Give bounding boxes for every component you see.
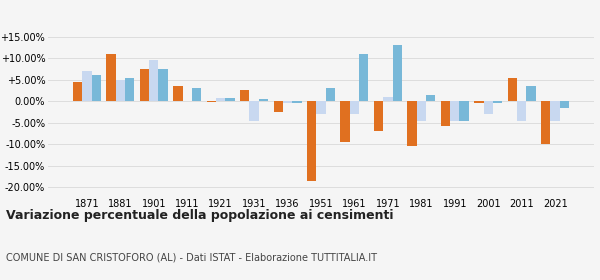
Bar bbox=[274, 101, 283, 112]
Bar bbox=[283, 101, 292, 103]
Bar bbox=[106, 54, 116, 101]
Bar bbox=[292, 101, 302, 103]
Bar bbox=[526, 86, 536, 101]
Bar bbox=[450, 101, 460, 121]
Bar bbox=[250, 101, 259, 121]
Bar bbox=[426, 95, 436, 101]
Bar bbox=[493, 101, 502, 103]
Bar bbox=[484, 101, 493, 114]
Bar bbox=[116, 80, 125, 101]
Bar bbox=[125, 78, 134, 101]
Bar bbox=[508, 78, 517, 101]
Bar bbox=[517, 101, 526, 121]
Bar bbox=[460, 101, 469, 121]
Bar bbox=[550, 101, 560, 121]
Bar bbox=[441, 101, 450, 126]
Bar bbox=[359, 54, 368, 101]
Bar bbox=[407, 101, 416, 146]
Bar bbox=[541, 101, 550, 144]
Bar bbox=[216, 98, 226, 101]
Text: Variazione percentuale della popolazione ai censimenti: Variazione percentuale della popolazione… bbox=[6, 209, 394, 221]
Bar bbox=[73, 82, 82, 101]
Bar bbox=[82, 71, 92, 101]
Text: COMUNE DI SAN CRISTOFORO (AL) - Dati ISTAT - Elaborazione TUTTITALIA.IT: COMUNE DI SAN CRISTOFORO (AL) - Dati IST… bbox=[6, 252, 377, 262]
Bar bbox=[383, 97, 392, 101]
Bar bbox=[374, 101, 383, 131]
Bar bbox=[326, 88, 335, 101]
Bar bbox=[350, 101, 359, 114]
Bar bbox=[416, 101, 426, 121]
Bar bbox=[206, 101, 216, 102]
Bar bbox=[316, 101, 326, 114]
Bar bbox=[92, 75, 101, 101]
Bar bbox=[392, 45, 402, 101]
Bar bbox=[149, 60, 158, 101]
Bar bbox=[259, 99, 268, 101]
Bar bbox=[158, 69, 168, 101]
Bar bbox=[140, 69, 149, 101]
Bar bbox=[240, 90, 250, 101]
Bar bbox=[560, 101, 569, 108]
Bar bbox=[474, 101, 484, 103]
Bar bbox=[173, 86, 182, 101]
Bar bbox=[340, 101, 350, 142]
Bar bbox=[226, 98, 235, 101]
Bar bbox=[192, 88, 201, 101]
Bar bbox=[307, 101, 316, 181]
